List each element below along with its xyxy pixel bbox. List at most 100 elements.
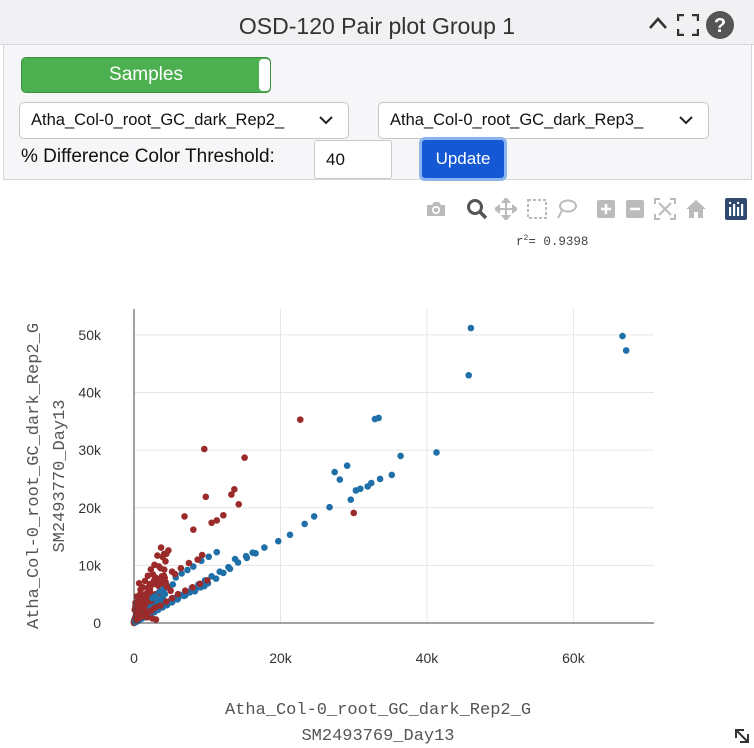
data-point xyxy=(157,602,164,610)
x-tick-label: 60k xyxy=(562,650,586,666)
data-point xyxy=(151,604,159,611)
samples-toggle-label: Samples xyxy=(109,64,183,85)
zoom-icon[interactable] xyxy=(466,198,488,220)
sample-y-select[interactable]: Atha_Col-0_root_GC_dark_Rep3_ xyxy=(378,102,709,139)
data-point xyxy=(169,581,177,588)
box-select-icon[interactable] xyxy=(526,198,548,220)
plot-modebar xyxy=(0,197,754,221)
data-point xyxy=(189,583,196,591)
y-tick-label: 30k xyxy=(78,442,102,458)
panel-title: OSD-120 Pair plot Group 1 xyxy=(238,13,516,39)
data-point xyxy=(388,471,396,479)
data-point xyxy=(171,570,179,578)
x-axis-title-line2: SM2493769_Day13 xyxy=(301,727,454,746)
sample-y-value: Atha_Col-0_root_GC_dark_Rep3_ xyxy=(390,111,644,129)
data-point xyxy=(178,570,185,577)
chevron-down-icon xyxy=(679,116,693,125)
autoscale-icon[interactable] xyxy=(654,198,676,220)
data-point xyxy=(133,593,141,600)
fullscreen-icon[interactable] xyxy=(677,14,699,36)
data-point xyxy=(364,483,371,490)
data-point xyxy=(301,520,308,528)
data-point xyxy=(149,580,157,588)
chevron-up-icon[interactable] xyxy=(648,16,668,30)
plot-axes: 0 20k 40k 60k 0 10k 20k 30k 40k 50k xyxy=(78,309,654,666)
data-point xyxy=(261,544,268,551)
data-point xyxy=(194,556,202,563)
data-point xyxy=(144,572,152,580)
data-point xyxy=(347,496,355,504)
samples-toggle-button[interactable]: Samples xyxy=(21,57,271,93)
panel-header: OSD-120 Pair plot Group 1 ? xyxy=(0,0,754,45)
data-point xyxy=(235,501,243,508)
data-point xyxy=(149,571,157,578)
data-point xyxy=(249,549,256,557)
data-point xyxy=(467,324,475,332)
data-point xyxy=(181,587,189,595)
camera-icon[interactable] xyxy=(425,199,447,219)
data-point xyxy=(151,592,159,600)
lasso-icon[interactable] xyxy=(556,198,578,220)
data-point xyxy=(326,503,333,511)
controls-panel: Samples Atha_Col-0_root_GC_dark_Rep2_ At… xyxy=(3,44,752,181)
data-point xyxy=(213,517,221,524)
data-point xyxy=(350,509,358,517)
x-tick-label: 20k xyxy=(269,650,293,666)
data-point xyxy=(331,468,338,476)
y-axis-title-line2: SM2493770_Day13 xyxy=(51,399,70,552)
data-point xyxy=(190,526,197,533)
data-point xyxy=(205,553,213,561)
data-point xyxy=(242,552,250,560)
data-point xyxy=(202,493,210,501)
data-point xyxy=(336,476,344,483)
data-point xyxy=(185,559,193,567)
help-icon[interactable]: ? xyxy=(705,10,735,40)
data-point xyxy=(154,552,161,559)
data-point xyxy=(157,544,165,551)
zoom-in-icon[interactable] xyxy=(596,199,616,219)
data-point xyxy=(168,594,176,602)
chevron-down-icon xyxy=(319,116,333,125)
plotly-logo-icon[interactable] xyxy=(725,198,747,220)
sample-x-value: Atha_Col-0_root_GC_dark_Rep2_ xyxy=(31,111,285,129)
sample-x-select[interactable]: Atha_Col-0_root_GC_dark_Rep2_ xyxy=(19,102,349,139)
x-tick-label: 40k xyxy=(416,650,440,666)
data-point xyxy=(296,416,304,423)
data-point xyxy=(231,486,238,493)
pan-icon[interactable] xyxy=(495,198,517,220)
data-point xyxy=(201,445,208,453)
y-tick-label: 0 xyxy=(93,615,101,631)
data-point xyxy=(465,371,473,379)
svg-text:?: ? xyxy=(714,15,726,37)
y-tick-label: 20k xyxy=(78,500,102,516)
data-point xyxy=(162,598,170,605)
toggle-knob xyxy=(259,59,270,91)
data-point xyxy=(157,565,164,572)
data-point xyxy=(376,475,384,483)
data-point xyxy=(433,449,440,456)
y-tick-label: 10k xyxy=(78,557,102,573)
zoom-out-icon[interactable] xyxy=(625,199,645,219)
data-point xyxy=(220,569,227,577)
data-point xyxy=(212,575,220,582)
data-point xyxy=(184,566,191,574)
data-point xyxy=(174,595,182,603)
r-squared-label: r2= 0.9398 xyxy=(516,234,589,250)
data-point xyxy=(196,580,204,588)
data-point xyxy=(174,590,182,598)
data-point xyxy=(241,454,248,461)
data-point xyxy=(161,590,169,598)
data-point xyxy=(226,565,234,573)
data-point xyxy=(147,566,155,573)
reset-axes-icon[interactable] xyxy=(685,198,707,220)
data-point xyxy=(135,579,143,587)
data-point xyxy=(274,537,282,545)
data-point xyxy=(208,519,215,527)
data-point xyxy=(203,577,211,584)
resize-handle-icon[interactable] xyxy=(734,728,750,744)
threshold-input[interactable] xyxy=(314,140,392,179)
data-point xyxy=(132,599,139,607)
update-button[interactable]: Update xyxy=(419,137,507,181)
data-point xyxy=(286,531,294,539)
